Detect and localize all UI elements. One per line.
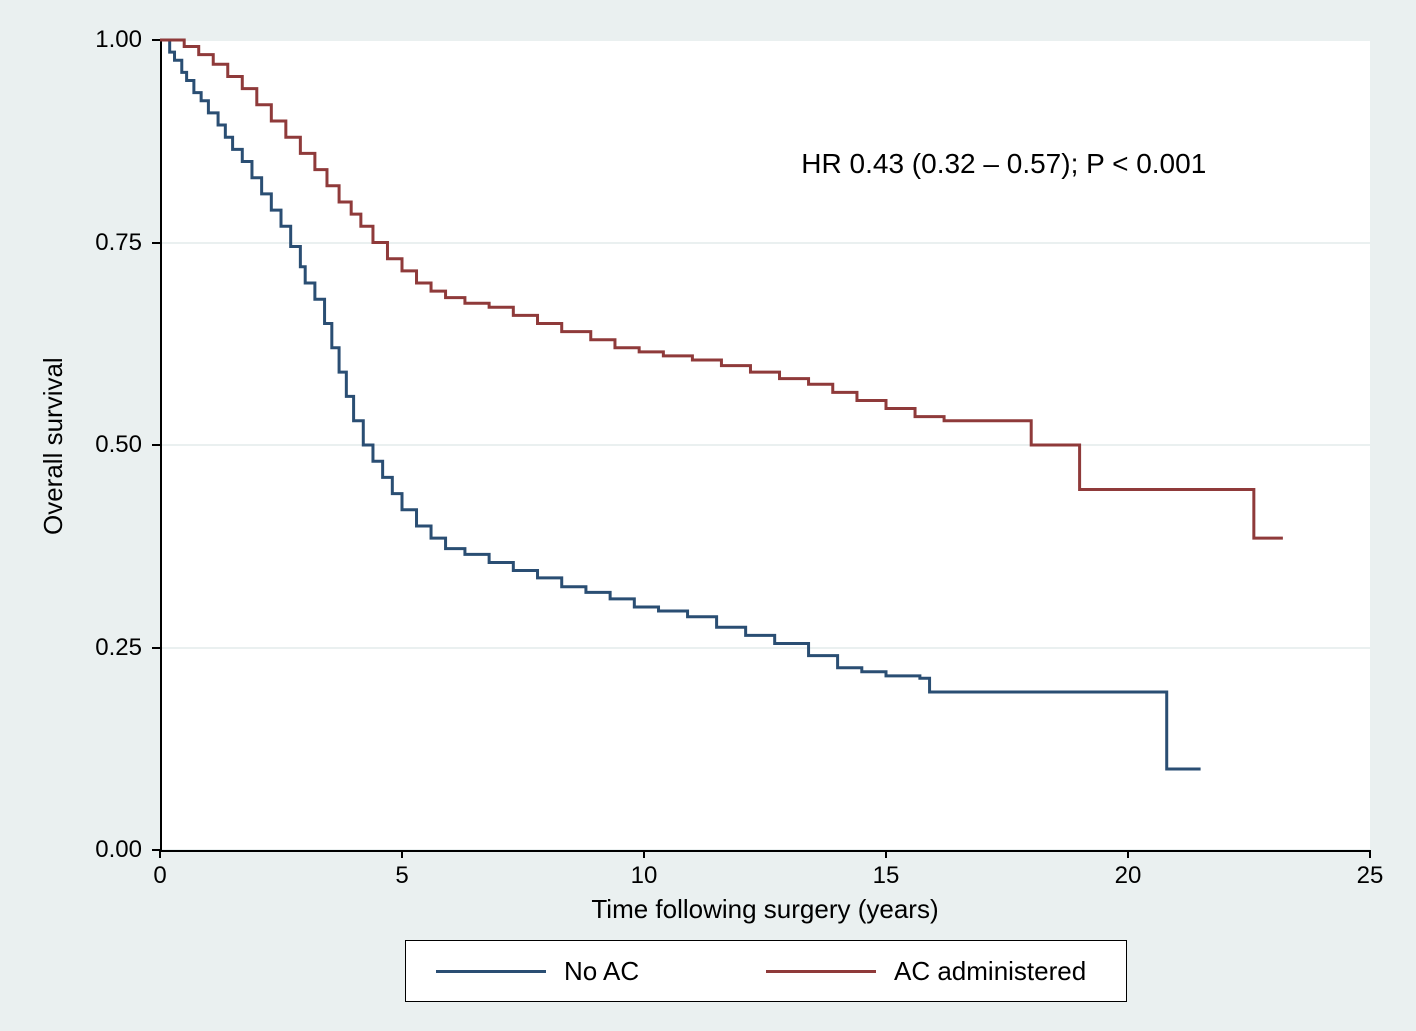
figure-root: Overall survival Time following surgery … bbox=[0, 0, 1416, 1031]
series-line bbox=[160, 40, 1283, 538]
km-curves bbox=[0, 0, 1416, 1031]
series-line bbox=[160, 40, 1201, 769]
